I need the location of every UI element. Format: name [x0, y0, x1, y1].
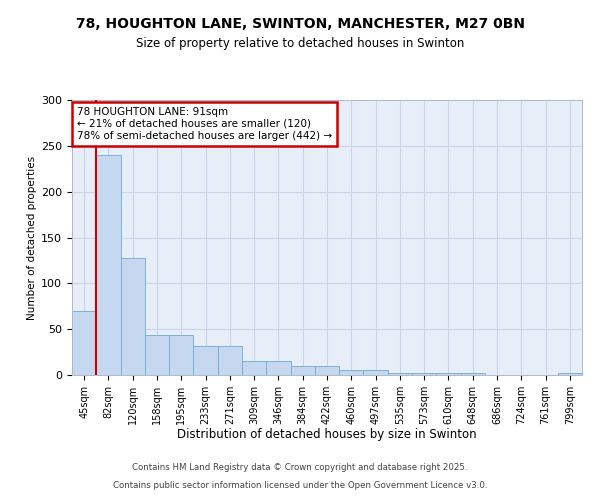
Bar [558, 373, 582, 375]
X-axis label: Distribution of detached houses by size in Swinton: Distribution of detached houses by size … [177, 428, 477, 442]
Bar [461, 373, 485, 375]
Text: Size of property relative to detached houses in Swinton: Size of property relative to detached ho… [136, 38, 464, 51]
Bar [145, 334, 169, 375]
Bar [96, 155, 121, 375]
Bar [218, 346, 242, 375]
Bar [169, 334, 193, 375]
Bar [193, 346, 218, 375]
Text: Contains public sector information licensed under the Open Government Licence v3: Contains public sector information licen… [113, 481, 487, 490]
Y-axis label: Number of detached properties: Number of detached properties [27, 156, 37, 320]
Bar [364, 370, 388, 375]
Bar [121, 258, 145, 375]
Text: 78, HOUGHTON LANE, SWINTON, MANCHESTER, M27 0BN: 78, HOUGHTON LANE, SWINTON, MANCHESTER, … [76, 18, 524, 32]
Bar [436, 373, 461, 375]
Bar [242, 361, 266, 375]
Bar [339, 370, 364, 375]
Bar [315, 366, 339, 375]
Text: Contains HM Land Registry data © Crown copyright and database right 2025.: Contains HM Land Registry data © Crown c… [132, 464, 468, 472]
Bar [72, 311, 96, 375]
Bar [412, 373, 436, 375]
Bar [290, 366, 315, 375]
Bar [388, 373, 412, 375]
Bar [266, 361, 290, 375]
Text: 78 HOUGHTON LANE: 91sqm
← 21% of detached houses are smaller (120)
78% of semi-d: 78 HOUGHTON LANE: 91sqm ← 21% of detache… [77, 108, 332, 140]
